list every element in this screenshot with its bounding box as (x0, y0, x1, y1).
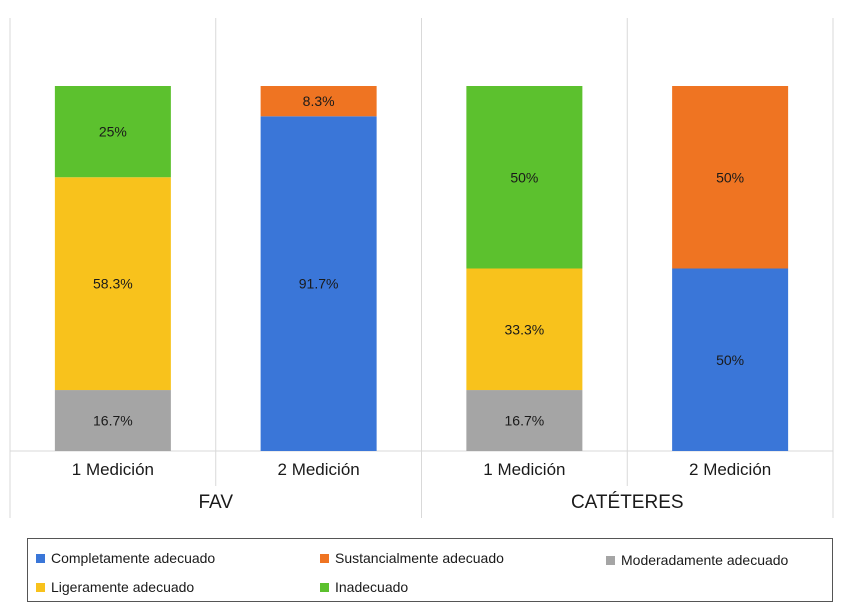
legend-item: Completamente adecuado (36, 550, 215, 566)
bar-segment (466, 390, 583, 451)
legend-swatch (606, 555, 615, 565)
bar-segment (466, 86, 583, 269)
data-label: 91.7% (299, 276, 339, 292)
legend: Completamente adecuado Sustancialmente ad… (27, 538, 833, 602)
bar-segment (466, 268, 583, 391)
legend-swatch (36, 582, 45, 592)
bars: 16.7% 58.3% 25% 91.7% 8.3% 16.7% 33.3% 50% 50% 50… (54, 86, 789, 452)
legend-item: Ligeramente adecuado (36, 579, 194, 595)
group-label: CATÉTERES (571, 492, 684, 513)
bar-segment (54, 390, 171, 451)
stacked-bar-chart: 16.7% 58.3% 25% 91.7% 8.3% 16.7% 33.3% 50% 50% 50… (9, 18, 834, 518)
legend-label: Completamente adecuado (51, 550, 216, 566)
category-label: 1 Medición (483, 460, 565, 479)
data-label: 50% (716, 169, 744, 185)
bar-segment (260, 86, 377, 117)
legend-item: Inadecuado (320, 579, 408, 595)
data-label: 50% (716, 352, 744, 368)
data-label: 58.3% (93, 276, 133, 292)
group-label: FAV (199, 492, 234, 513)
data-label: 16.7% (93, 413, 133, 429)
data-label: 16.7% (505, 413, 545, 429)
legend-item: Moderadamente adecuado (606, 552, 788, 568)
bar-segment (672, 86, 789, 269)
data-label: 8.3% (303, 93, 335, 109)
legend-swatch (320, 553, 329, 563)
legend-label: Ligeramente adecuado (51, 579, 195, 595)
category-label: 2 Medición (689, 460, 771, 479)
legend-label: Sustancialmente adecuado (335, 550, 504, 566)
bar-segment (54, 86, 171, 178)
data-label: 25% (99, 124, 127, 140)
bar-segment (260, 116, 377, 452)
bar-segment (672, 268, 789, 451)
legend-swatch (36, 553, 45, 563)
legend-label: Moderadamente adecuado (621, 552, 789, 568)
legend-swatch (320, 582, 329, 592)
data-label: 50% (510, 169, 538, 185)
category-label: 1 Medición (72, 460, 154, 479)
axis-labels: 1 Medición 2 Medición 1 Medición 2 Medición… (72, 460, 771, 513)
legend-label: Inadecuado (335, 579, 409, 595)
legend-item: Sustancialmente adecuado (320, 550, 504, 566)
bar-segment (54, 177, 171, 391)
category-label: 2 Medición (278, 460, 360, 479)
data-label: 33.3% (505, 321, 545, 337)
